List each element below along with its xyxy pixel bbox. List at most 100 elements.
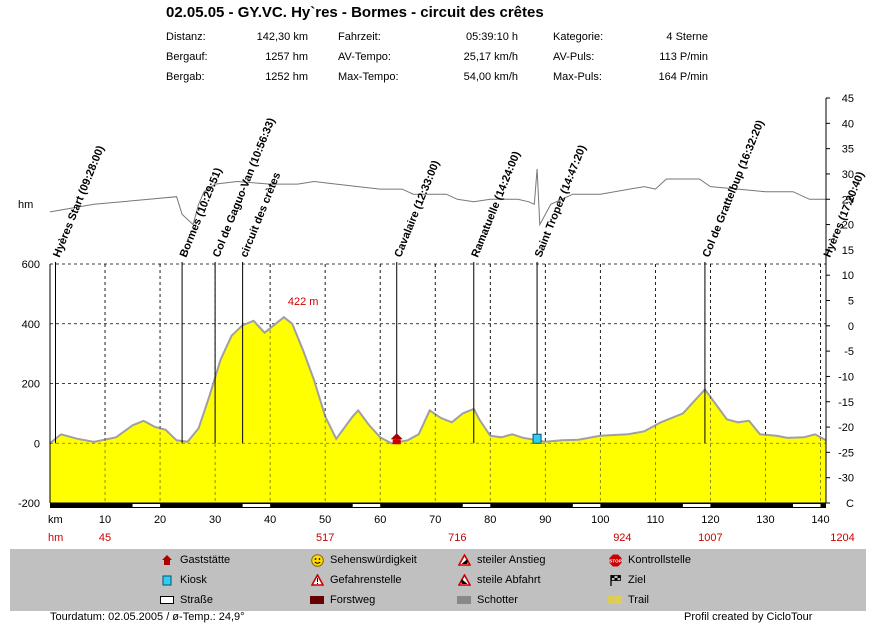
hm-row-value: 1204: [830, 532, 854, 544]
y-tick-label: 0: [34, 438, 40, 450]
page-title: 02.05.05 - GY.VC. Hy`res - Bormes - circ…: [166, 4, 544, 21]
track-band-gap: [682, 504, 711, 507]
legend-item-gefahrenstelle: Gefahrenstelle: [310, 573, 402, 587]
legend-item-forstweg: Forstweg: [310, 593, 375, 607]
legend-item-kontrollstelle: STOP Kontrollstelle: [608, 553, 691, 567]
y-tick-label: 400: [22, 319, 40, 331]
waypoint-label: Hyères Start (09:28:00): [51, 144, 107, 259]
legend-item-trail: Trail: [608, 593, 649, 607]
stat-label-bergab: Bergab:: [166, 71, 205, 83]
legend-label: Schotter: [477, 594, 518, 606]
stat-label-fahrzeit: Fahrzeit:: [338, 31, 381, 43]
legend-label: Kontrollstelle: [628, 554, 691, 566]
temp-tick-label: -10: [838, 371, 854, 383]
temp-tick-label: -5: [844, 346, 854, 358]
legend-label: steiler Anstieg: [477, 554, 546, 566]
x-tick-label: 140: [811, 514, 829, 526]
warning-icon: [310, 573, 324, 587]
stat-label-max-tempo: Max-Tempo:: [338, 71, 399, 83]
forest-swatch: [310, 593, 324, 607]
legend-label: Sehenswürdigkeit: [330, 554, 417, 566]
stat-value-max-tempo: 54,00 km/h: [463, 71, 518, 83]
temp-tick-label: 35: [842, 144, 854, 156]
stat-label-max-puls: Max-Puls:: [553, 71, 602, 83]
x-tick-label: 130: [756, 514, 774, 526]
x-tick-label: 10: [99, 514, 111, 526]
flag-icon: [608, 573, 622, 587]
y-tick-label: 200: [22, 379, 40, 391]
x-tick-label: 100: [591, 514, 609, 526]
marker-gaststaette-icon: [390, 433, 403, 445]
legend-item-schotter: Schotter: [457, 593, 518, 607]
legend-label: Ziel: [628, 574, 646, 586]
hm-row-value: 924: [613, 532, 631, 544]
temperature-line: [49, 168, 826, 227]
hm-row-value: 45: [99, 532, 111, 544]
legend-item-sehenswuerdigkeit: Sehenswürdigkeit: [310, 553, 417, 567]
stat-value-fahrzeit: 05:39:10 h: [466, 31, 518, 43]
cup-icon: [160, 573, 174, 587]
stat-label-av-tempo: AV-Tempo:: [338, 51, 391, 63]
y-tick-label: -200: [18, 498, 40, 510]
x-tick-label: 60: [374, 514, 386, 526]
x-axis-label: km: [48, 514, 63, 526]
temp-tick-label: 40: [842, 118, 854, 130]
track-band-gap: [462, 504, 491, 507]
x-tick-label: 20: [154, 514, 166, 526]
smiley-icon: [310, 553, 324, 567]
y-axis-label: hm: [18, 199, 33, 211]
elevation-chart: Hyères Start (09:28:00) Bormes (10:29:51)…: [18, 93, 867, 544]
footer-tour-info: Tourdatum: 02.05.2005 / ø-Temp.: 24,9°: [50, 611, 245, 623]
temp-tick-label: 30: [842, 169, 854, 181]
track-band: [50, 503, 826, 508]
legend-label: Kiosk: [180, 574, 207, 586]
legend-item-steile-abfahrt: steile Abfahrt: [457, 573, 541, 587]
track-band-gap: [242, 504, 271, 507]
x-tick-label: 110: [647, 514, 665, 526]
house-body: [392, 439, 401, 445]
stat-value-kategorie: 4 Sterne: [666, 31, 708, 43]
x-tick-label: 120: [701, 514, 719, 526]
legend-label: Gefahrenstelle: [330, 574, 402, 586]
stat-label-av-puls: AV-Puls:: [553, 51, 595, 63]
legend-label: Gaststätte: [180, 554, 231, 566]
waypoint-label: Col de Grattelbup (16:32:20): [701, 118, 767, 259]
temp-tick-label: -30: [838, 473, 854, 485]
hm-row-value: 716: [448, 532, 466, 544]
x-tick-label: 50: [319, 514, 331, 526]
gravel-swatch: [457, 593, 471, 607]
stop-icon: STOP: [608, 553, 622, 567]
legend-panel: Gaststätte Kiosk Straße Sehenswürdigkeit…: [10, 549, 866, 611]
hm-row-value: 1007: [698, 532, 722, 544]
temp-tick-label: -25: [838, 447, 854, 459]
waypoint-label: Saint Tropez (14:47:20): [533, 143, 589, 259]
temp-tick-label: C: [846, 498, 854, 510]
cup-body: [532, 433, 542, 444]
hm-row-value: 517: [316, 532, 334, 544]
legend-item-strasse: Straße: [160, 593, 213, 607]
house-roof: [390, 433, 403, 440]
hm-row-label: hm: [48, 532, 63, 544]
x-tick-label: 90: [539, 514, 551, 526]
stat-value-max-puls: 164 P/min: [658, 71, 708, 83]
house-icon: [160, 553, 174, 567]
x-tick-label: 70: [429, 514, 441, 526]
stat-value-av-tempo: 25,17 km/h: [463, 51, 518, 63]
y-tick-label: 600: [22, 259, 40, 271]
legend-label: steile Abfahrt: [477, 574, 541, 586]
footer-credit: Profil created by CicloTour: [684, 611, 813, 623]
temp-tick-label: 10: [842, 270, 854, 282]
temp-tick-label: 45: [842, 93, 854, 105]
x-tick-label: 80: [484, 514, 496, 526]
stat-label-bergauf: Bergauf:: [166, 51, 208, 63]
track-band-gap: [352, 504, 381, 507]
legend-item-kiosk: Kiosk: [160, 573, 207, 587]
temp-tick-label: 5: [848, 296, 854, 308]
steep-up-icon: [457, 553, 471, 567]
track-band-gap: [132, 504, 161, 507]
stat-value-av-puls: 113 P/min: [659, 51, 708, 63]
legend-label: Forstweg: [330, 594, 376, 606]
stat-value-distanz: 142,30 km: [256, 31, 308, 43]
legend-label: Trail: [628, 594, 649, 606]
peak-annotation: 422 m: [288, 296, 319, 308]
